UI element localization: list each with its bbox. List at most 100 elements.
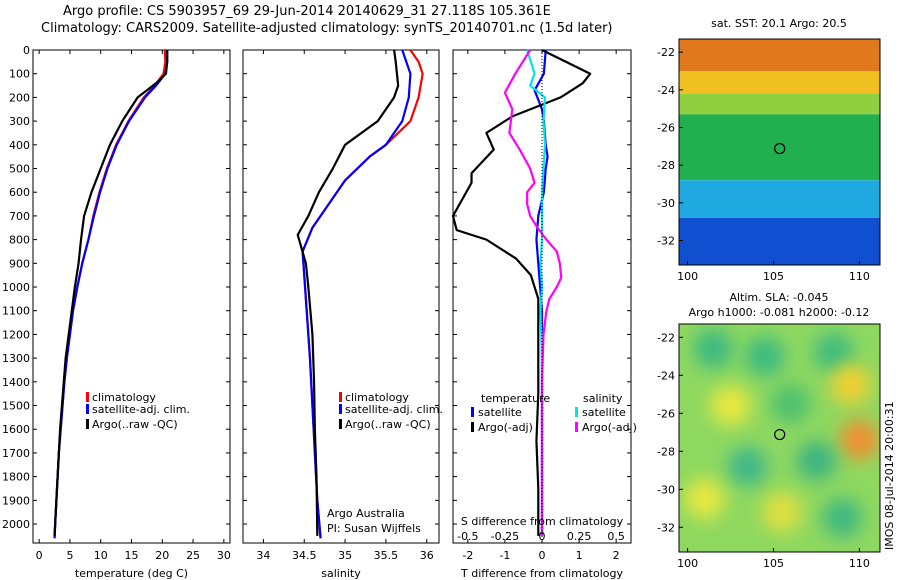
sla-anomaly-blob — [796, 440, 837, 481]
annotation-institution: Argo Australia — [327, 507, 405, 520]
depth-tick-label: 100 — [9, 68, 30, 81]
legend-label: Argo(..raw -QC) — [92, 418, 178, 431]
series-line-t-argo-adj- — [451, 49, 592, 536]
legend-label: climatology — [345, 391, 409, 404]
legend-swatch — [575, 407, 578, 417]
map-lon-tick-label: 105 — [763, 270, 784, 283]
x-tick-label: 15 — [125, 549, 139, 562]
sst_map-frame — [678, 38, 881, 266]
depth-tick-label: 600 — [9, 186, 30, 199]
x-tick-label: 36 — [420, 549, 434, 562]
x-tick-label: 2 — [613, 549, 620, 562]
sla-anomaly-blob — [744, 336, 785, 377]
depth-tick-label: 1000 — [2, 281, 30, 294]
map-lat-tick-label: -30 — [657, 483, 675, 496]
series-line-argo-raw-qc- — [296, 49, 400, 536]
series-line-s-argo-adj- — [503, 49, 563, 536]
map-lon-tick-label: 100 — [677, 557, 698, 570]
map-lon-tick-label: 110 — [849, 270, 870, 283]
sla-anomaly-blob — [813, 332, 854, 373]
sla-anomaly-blob — [684, 478, 725, 519]
argo-float-marker — [774, 428, 786, 441]
legend-label: climatology — [92, 391, 156, 404]
legend-swatch — [86, 404, 89, 414]
series-line-t-satellite — [533, 49, 549, 536]
depth-tick-label: 700 — [9, 210, 30, 223]
annotation-pi: PI: Susan Wijffels — [327, 522, 421, 535]
sla-anomaly-blob — [830, 364, 871, 405]
depth-tick-label: 1900 — [2, 494, 30, 507]
x-tick-label: 30 — [217, 549, 231, 562]
map-lat-tick-label: -32 — [657, 521, 675, 534]
map-lon-tick-label: 100 — [677, 270, 698, 283]
depth-tick-label: 1200 — [2, 328, 30, 341]
legend-label: satellite — [582, 406, 626, 419]
sst-band — [679, 93, 880, 115]
sst-band — [679, 71, 880, 94]
sla-anomaly-blob — [822, 497, 863, 538]
imos-timestamp: IMOS 08-Jul-2014 20:00:31 — [883, 401, 896, 550]
sla-anomaly-blob — [710, 385, 751, 426]
map-lat-tick-label: -26 — [657, 122, 675, 135]
sst-band — [679, 39, 880, 72]
salinity-axis-label: salinity — [321, 567, 361, 580]
legend-label: Argo(-adj) — [478, 421, 533, 434]
series-line-s-satellite — [526, 49, 547, 536]
depth-tick-label: 400 — [9, 139, 30, 152]
legend-swatch — [471, 407, 474, 417]
x-tick-label: 0 — [36, 549, 43, 562]
map-lat-tick-label: -28 — [657, 445, 675, 458]
sla_map-field — [679, 324, 880, 552]
depth-tick-label: 1100 — [2, 305, 30, 318]
header-line1: Argo profile: CS 5903957_69 29-Jun-2014 … — [63, 4, 551, 19]
sst-band — [679, 114, 880, 181]
x-tick-label: 25 — [186, 549, 200, 562]
sla-anomaly-blob — [762, 492, 803, 533]
sla-anomaly-blob — [770, 383, 811, 424]
sst-band — [679, 217, 880, 265]
depth-tick-label: 1600 — [2, 423, 30, 436]
legend-label: satellite — [478, 406, 522, 419]
temperature-plot-frame — [32, 49, 231, 544]
legend-title-temperature: temperature — [481, 392, 550, 405]
legend-label: Argo(..raw -QC) — [345, 418, 431, 431]
depth-tick-label: 1500 — [2, 400, 30, 413]
s-tick-label: -0.25 — [491, 530, 519, 543]
legend-swatch — [339, 419, 342, 429]
sla-anomaly-blob — [727, 446, 768, 487]
sla-anomaly-blob — [839, 419, 880, 460]
sla-map-subtitle: Argo h1000: -0.081 h2000: -0.12 — [689, 306, 870, 319]
map-lat-tick-label: -24 — [657, 84, 675, 97]
series-line-argo-raw-qc- — [53, 50, 169, 536]
salinity-plot-frame — [242, 49, 440, 544]
x-tick-label: 10 — [94, 549, 108, 562]
depth-tick-label: 1300 — [2, 352, 30, 365]
map-lon-tick-label: 105 — [763, 557, 784, 570]
legend-label: Argo(-adj) — [582, 421, 637, 434]
x-tick-label: 5 — [66, 549, 73, 562]
legend-title-salinity: salinity — [583, 392, 623, 405]
map-lat-tick-label: -22 — [657, 46, 675, 59]
map-lon-tick-label: 110 — [849, 557, 870, 570]
sst-map-title: sat. SST: 20.1 Argo: 20.5 — [711, 17, 847, 30]
s-tick-label: 0.25 — [567, 530, 592, 543]
map-lat-tick-label: -24 — [657, 369, 675, 382]
series-line-satellite-adj-clim- — [301, 49, 412, 539]
legend-swatch — [86, 392, 89, 402]
temperature-difference-axis-label: T difference from climatology — [460, 567, 623, 580]
depth-tick-label: 1400 — [2, 376, 30, 389]
depth-tick-label: 2000 — [2, 518, 30, 531]
sla_map-frame — [678, 323, 881, 553]
depth-tick-label: 1700 — [2, 447, 30, 460]
sla-anomaly-blob — [693, 328, 734, 369]
map-lat-tick-label: -26 — [657, 407, 675, 420]
salinity-difference-axis-label: S difference from climatology — [461, 515, 624, 528]
x-tick-label: 20 — [155, 549, 169, 562]
map-lat-tick-label: -30 — [657, 197, 675, 210]
depth-tick-label: 500 — [9, 163, 30, 176]
x-tick-label: 34.5 — [292, 549, 317, 562]
s-tick-label: -0.5 — [457, 530, 478, 543]
s-tick-label: 0 — [539, 530, 546, 543]
depth-tick-label: 200 — [9, 91, 30, 104]
